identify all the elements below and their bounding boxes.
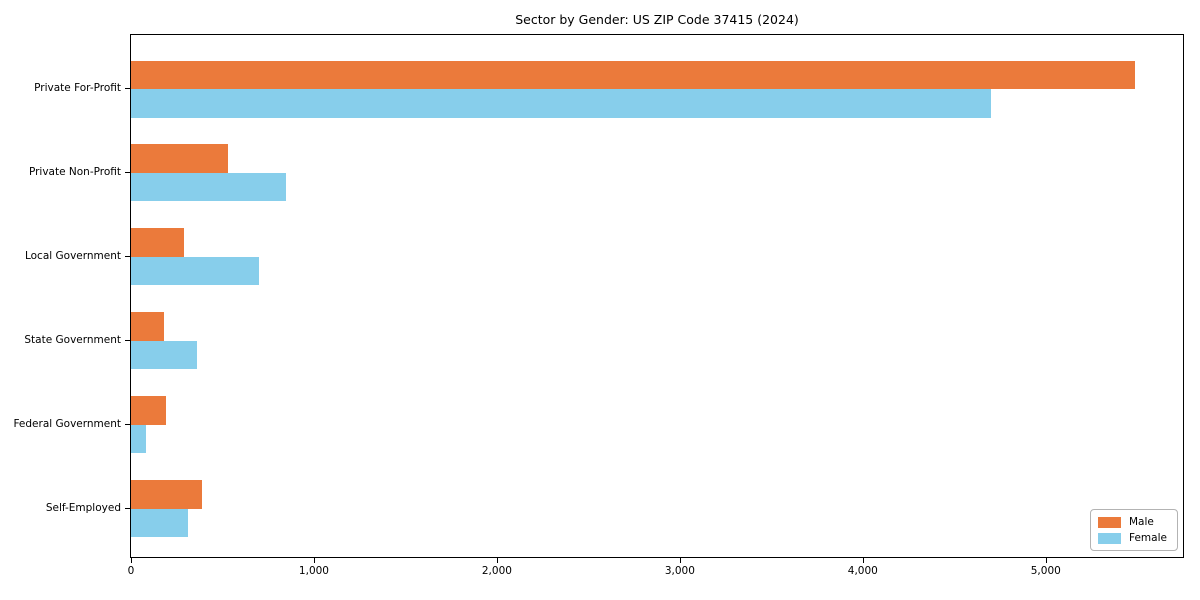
ytick-label-self-employed: Self-Employed bbox=[45, 501, 121, 514]
bar-female-private-non-profit bbox=[131, 172, 286, 202]
bar-male-private-non-profit bbox=[131, 144, 228, 173]
ytick-mark bbox=[125, 171, 130, 173]
xtick-label-3000: 3,000 bbox=[664, 565, 695, 577]
legend-item-female: Female bbox=[1098, 532, 1170, 544]
bar-female-private-for-profit bbox=[131, 89, 991, 118]
xtick-mark bbox=[862, 558, 864, 563]
bar-male-local-government bbox=[131, 228, 185, 257]
xtick-label-2000: 2,000 bbox=[481, 565, 512, 577]
ytick-label-state-government: State Government bbox=[24, 333, 121, 346]
legend-label-female: Female bbox=[1129, 532, 1167, 544]
xtick-label-5000: 5,000 bbox=[1030, 565, 1061, 577]
xtick-mark bbox=[131, 558, 132, 563]
legend-item-male: Male bbox=[1098, 516, 1170, 528]
ytick-mark bbox=[125, 423, 130, 425]
ytick-label-private-for-profit: Private For-Profit bbox=[34, 82, 121, 94]
ytick-label-federal-government: Federal Government bbox=[13, 417, 121, 430]
bar-female-state-government bbox=[131, 340, 197, 370]
xtick-label-1000: 1,000 bbox=[298, 565, 329, 577]
xtick-label-0: 0 bbox=[127, 565, 135, 577]
ytick-mark bbox=[125, 88, 130, 89]
legend: Male Female bbox=[1090, 509, 1178, 551]
bar-male-private-for-profit bbox=[131, 60, 1136, 89]
female-color-swatch bbox=[1098, 532, 1121, 544]
ytick-label-local-government: Local Government bbox=[24, 249, 121, 262]
bar-female-self-employed bbox=[131, 508, 188, 537]
xtick-label-4000: 4,000 bbox=[847, 565, 878, 577]
bar-female-local-government bbox=[131, 256, 260, 286]
bar-male-self-employed bbox=[131, 480, 203, 509]
xtick-mark bbox=[1045, 558, 1047, 563]
legend-label-male: Male bbox=[1129, 516, 1154, 528]
xtick-mark bbox=[313, 558, 315, 563]
chart-title: Sector by Gender: US ZIP Code 37415 (202… bbox=[515, 12, 799, 27]
bar-female-federal-government bbox=[131, 424, 146, 454]
ytick-label-private-non-profit: Private Non-Profit bbox=[28, 165, 121, 178]
xtick-mark bbox=[679, 558, 681, 563]
bar-male-state-government bbox=[131, 312, 164, 341]
xtick-mark bbox=[496, 558, 498, 563]
ytick-mark bbox=[125, 255, 130, 257]
bar-male-federal-government bbox=[131, 396, 166, 425]
ytick-mark bbox=[125, 339, 130, 341]
male-color-swatch bbox=[1098, 516, 1121, 528]
plot-area: Male Female bbox=[130, 34, 1184, 558]
ytick-mark bbox=[125, 507, 130, 509]
